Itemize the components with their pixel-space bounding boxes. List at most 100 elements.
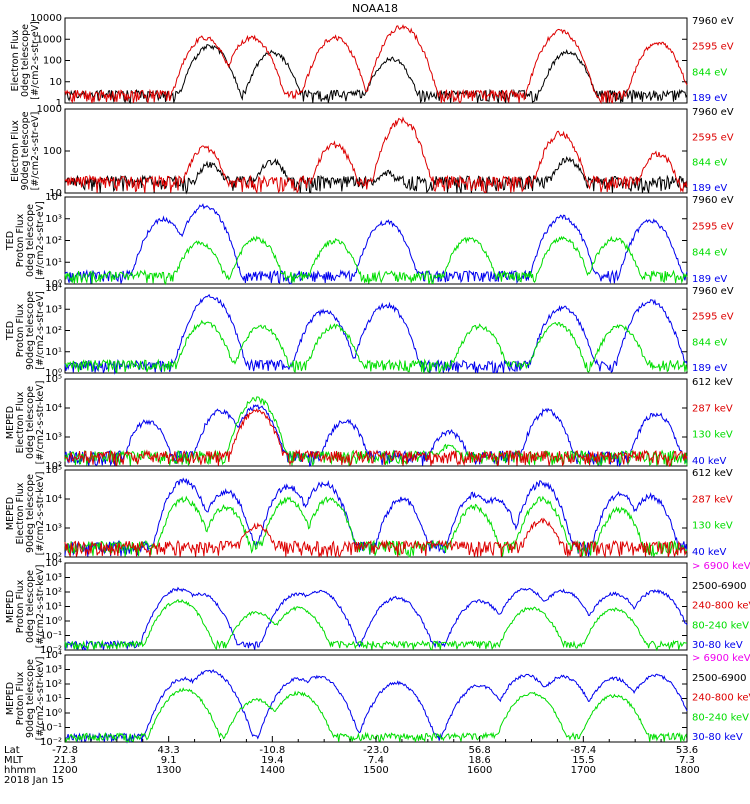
y-axis-label: 0deg telescope: [20, 24, 31, 97]
x-label-hhmm: 1400: [260, 765, 285, 776]
y-axis-label: 90deg telescope: [25, 291, 36, 370]
y-tick-label: 10³: [45, 304, 62, 315]
legend-844-ev: 844 eV: [692, 67, 727, 78]
y-axis-label: [#/cm2-s-str-keV]: [35, 657, 46, 741]
y-tick-label: 10³: [45, 523, 62, 534]
x-label-hhmm: 1800: [674, 765, 699, 776]
series-red: [64, 408, 688, 468]
legend-844-ev: 844 eV: [692, 337, 727, 348]
row-label-lat: Lat: [4, 745, 20, 756]
y-axis-label: Electron Flux: [10, 29, 21, 91]
x-label-hhmm: 1500: [363, 765, 388, 776]
x-axis: LatMLThhmm-72.821.3120043.39.11300-10.81…: [4, 736, 700, 786]
legend-40-kev: 40 keV: [692, 456, 726, 467]
y-axis-label: [#/cm2-s-str-eV]: [30, 112, 41, 191]
y-axis-label: [#/cm2-s-str-keV]: [35, 472, 46, 556]
row-label-hhmm: hhmm: [4, 765, 36, 776]
series-red: [64, 116, 688, 195]
y-tick-label: 10⁻²: [40, 737, 62, 748]
y-tick-label: 10¹: [45, 257, 62, 268]
y-tick-label: 10000: [30, 13, 62, 24]
y-tick-label: 10: [49, 188, 62, 199]
x-label-mlt: 19.4: [261, 755, 283, 766]
x-label-hhmm: 1600: [467, 765, 492, 776]
legend-130-kev: 130 keV: [692, 430, 733, 441]
panel-frame: [64, 469, 688, 558]
y-tick-label: 10²: [45, 552, 62, 563]
y-axis-label: Proton Flux: [15, 671, 26, 725]
panel-8: 10⁻² 10⁻¹ 10⁰ 10¹ 10² 10³ 10⁴ MEPED Proton Flux 9…: [5, 650, 750, 748]
legend--6900-kev: > 6900 keV: [692, 653, 750, 664]
y-axis-label: Electron Flux: [10, 120, 21, 182]
x-label-hhmm: 1300: [156, 765, 181, 776]
y-tick-label: 100: [43, 56, 62, 67]
y-tick-label: 10²: [45, 587, 62, 598]
y-tick-label: 10⁴: [45, 650, 62, 661]
legend-7960-ev: 7960 eV: [692, 107, 734, 118]
legend-130-kev: 130 keV: [692, 521, 733, 532]
legend-189-ev: 189 eV: [692, 363, 727, 374]
x-label-mlt: 21.3: [54, 755, 76, 766]
legend-189-ev: 189 eV: [692, 93, 727, 104]
y-tick-label: 10¹: [45, 347, 62, 358]
y-axis-label: Electron Flux: [15, 391, 26, 453]
series-green: [64, 396, 688, 467]
y-tick-label: 10⁵: [45, 465, 62, 476]
legend-844-ev: 844 eV: [692, 248, 727, 259]
series-black: [64, 155, 688, 195]
legend-2500-6900: 2500-6900: [692, 581, 747, 592]
y-tick-label: 10²: [45, 326, 62, 337]
y-tick-label: 10⁻²: [40, 645, 62, 656]
series-blue: [64, 669, 688, 744]
series-green: [64, 599, 688, 652]
y-tick-label: 10²: [45, 679, 62, 690]
series-green: [64, 687, 688, 744]
y-axis-label: 90deg telescope: [20, 111, 31, 190]
legend-2500-6900: 2500-6900: [692, 673, 747, 684]
legend-612-kev: 612 keV: [692, 468, 733, 479]
legend-7960-ev: 7960 eV: [692, 16, 734, 27]
panel-frame: [64, 378, 688, 467]
legend-7960-ev: 7960 eV: [692, 195, 734, 206]
x-label-mlt: 15.5: [572, 755, 594, 766]
legend-30-80-kev: 30-80 keV: [692, 732, 743, 743]
y-tick-label: 10⁻¹: [40, 631, 62, 642]
x-label-mlt: 7.3: [679, 755, 695, 766]
legend-240-800-kev: 240-800 keV: [692, 693, 750, 704]
series-blue: [64, 586, 688, 651]
y-tick-label: 10⁴: [45, 403, 62, 414]
y-tick-label: 10³: [45, 665, 62, 676]
legend-612-kev: 612 keV: [692, 377, 733, 388]
panel-1: 1 10 100 1000 10000 Electron Flux 0deg telesco…: [10, 13, 734, 109]
y-tick-label: 10⁻¹: [40, 723, 62, 734]
y-axis-label: MEPED: [5, 497, 16, 530]
series-green: [64, 495, 688, 558]
x-label-hhmm: 1200: [52, 765, 77, 776]
x-label-lat: 53.6: [676, 745, 698, 756]
panel-7: 10⁻² 10⁻¹ 10⁰ 10¹ 10² 10³ 10⁴ MEPED Proton Flux 0…: [5, 558, 750, 656]
y-tick-label: 10⁰: [45, 616, 62, 627]
x-label-lat: -87.4: [570, 745, 596, 756]
legend-189-ev: 189 eV: [692, 274, 727, 285]
legend-2595-ev: 2595 eV: [692, 132, 734, 143]
legend-30-80-kev: 30-80 keV: [692, 640, 743, 651]
y-axis-label: [#/cm2-s-str-eV]: [35, 201, 46, 280]
legend-80-240-kev: 80-240 keV: [692, 620, 749, 631]
legend-844-ev: 844 eV: [692, 158, 727, 169]
legend-40-kev: 40 keV: [692, 547, 726, 558]
x-label-hhmm: 1700: [571, 765, 596, 776]
y-tick-label: 10¹: [45, 602, 62, 613]
y-tick-label: 100: [43, 146, 62, 157]
y-tick-label: 10⁵: [45, 374, 62, 385]
y-axis-label: Proton Flux: [15, 579, 26, 633]
y-axis-label: [#/cm2-s-str-keV]: [35, 565, 46, 649]
panel-frame: [64, 562, 688, 651]
y-tick-label: 10⁰: [45, 368, 62, 379]
legend-2595-ev: 2595 eV: [692, 42, 734, 53]
panel-5: 10² 10³ 10⁴ 10⁵ MEPED Electron Flux 0deg teles…: [5, 374, 733, 472]
y-tick-label: 10⁴: [45, 192, 62, 203]
y-axis-label: Electron Flux: [15, 482, 26, 544]
y-tick-label: 10⁴: [45, 283, 62, 294]
y-tick-label: 10¹: [45, 694, 62, 705]
series-green: [64, 235, 688, 286]
